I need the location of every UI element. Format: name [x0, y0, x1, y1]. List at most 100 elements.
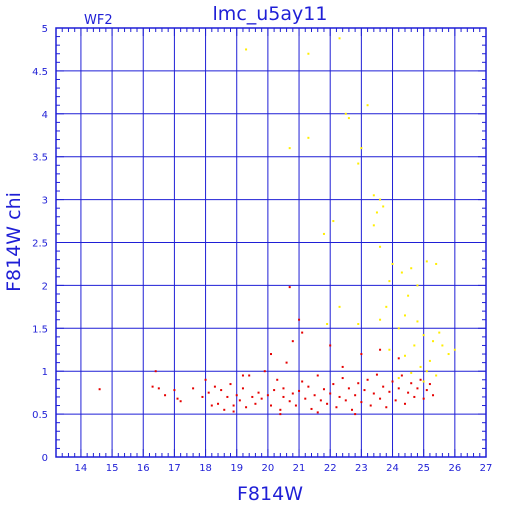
yellow-data-point — [366, 104, 369, 107]
red-data-point — [210, 404, 213, 407]
x-tick-label: 19 — [230, 463, 243, 474]
red-data-point — [276, 378, 279, 381]
red-data-point — [241, 374, 244, 377]
yellow-data-point — [422, 380, 425, 383]
red-data-point — [282, 387, 285, 390]
yellow-data-point — [419, 365, 422, 368]
red-data-point — [332, 383, 335, 386]
red-data-point — [416, 387, 419, 390]
red-data-point — [238, 399, 241, 402]
yellow-data-point — [360, 147, 363, 150]
red-data-point — [294, 404, 297, 407]
yellow-data-point — [453, 348, 456, 351]
yellow-data-point — [441, 344, 444, 347]
x-tick-label: 18 — [199, 463, 212, 474]
y-tick-label: 4 — [42, 110, 48, 121]
red-data-point — [157, 387, 160, 390]
red-data-point — [344, 399, 347, 402]
red-data-point — [391, 380, 394, 383]
yellow-data-point — [432, 340, 435, 343]
yellow-data-point — [391, 262, 394, 265]
red-data-point — [298, 318, 301, 321]
red-data-point — [329, 392, 332, 395]
red-data-point — [301, 331, 304, 334]
chart-title: lmc_u5ay11 — [213, 3, 328, 25]
y-axis-label: F814W chi — [3, 192, 25, 292]
red-data-point — [207, 391, 210, 394]
y-tick-label: 2 — [42, 281, 48, 292]
yellow-data-point — [416, 284, 419, 287]
red-data-point — [419, 378, 422, 381]
red-data-point — [382, 385, 385, 388]
y-tick-label: 2.5 — [32, 239, 48, 250]
yellow-data-point — [379, 198, 382, 201]
red-data-point — [164, 394, 167, 397]
red-data-point — [413, 395, 416, 398]
yellow-data-point — [332, 220, 335, 223]
red-data-point — [241, 387, 244, 390]
red-data-point — [176, 397, 179, 400]
yellow-data-point — [307, 136, 310, 139]
red-data-point — [288, 286, 291, 289]
y-tick-label: 3 — [42, 196, 48, 207]
y-tick-label: 0.5 — [32, 410, 48, 421]
red-data-point — [204, 378, 207, 381]
x-tick-label: 16 — [137, 463, 150, 474]
red-data-point — [245, 406, 248, 409]
red-data-point — [154, 370, 157, 373]
red-data-point — [229, 383, 232, 386]
x-axis-label: F814W — [237, 483, 303, 505]
yellow-data-point — [372, 194, 375, 197]
red-data-point — [397, 387, 400, 390]
y-tick-label: 5 — [42, 24, 48, 35]
red-data-point — [232, 410, 235, 413]
yellow-data-point — [372, 224, 375, 227]
red-data-point — [260, 397, 263, 400]
x-tick-label: 24 — [386, 463, 399, 474]
red-data-point — [326, 402, 329, 405]
red-data-point — [403, 402, 406, 405]
red-data-point — [351, 408, 354, 411]
red-data-point — [235, 394, 238, 397]
red-data-point — [379, 397, 382, 400]
yellow-data-point — [245, 48, 248, 51]
red-data-point — [273, 389, 276, 392]
red-data-point — [201, 395, 204, 398]
yellow-data-point — [397, 327, 400, 330]
red-data-point — [369, 404, 372, 407]
red-data-point — [266, 394, 269, 397]
red-data-point — [213, 385, 216, 388]
red-data-point — [335, 406, 338, 409]
x-tick-label: 23 — [355, 463, 368, 474]
red-data-point — [310, 407, 313, 410]
red-data-point — [254, 402, 257, 405]
x-tick-label: 20 — [262, 463, 275, 474]
red-data-point — [316, 411, 319, 414]
red-data-point — [425, 389, 428, 392]
red-data-point — [428, 383, 431, 386]
red-data-point — [270, 404, 272, 407]
red-data-point — [388, 390, 391, 393]
red-data-point — [307, 385, 310, 388]
red-data-point — [151, 385, 154, 388]
yellow-data-point — [407, 294, 410, 297]
red-data-point — [360, 401, 363, 404]
red-data-point — [226, 395, 229, 398]
red-data-point — [257, 391, 260, 394]
x-tick-label: 15 — [106, 463, 119, 474]
red-data-point — [379, 348, 382, 351]
red-data-point — [338, 395, 341, 398]
x-tick-label: 27 — [480, 463, 493, 474]
y-tick-label: 3.5 — [32, 153, 48, 164]
y-tick-label: 0 — [42, 453, 48, 464]
yellow-data-point — [422, 334, 425, 337]
red-data-point — [316, 374, 319, 377]
yellow-data-point — [438, 331, 441, 334]
red-data-point — [319, 399, 322, 402]
red-data-point — [366, 378, 369, 381]
red-data-point — [372, 392, 375, 395]
red-data-point — [341, 365, 344, 368]
red-data-point — [410, 382, 413, 385]
red-data-point — [263, 370, 266, 373]
